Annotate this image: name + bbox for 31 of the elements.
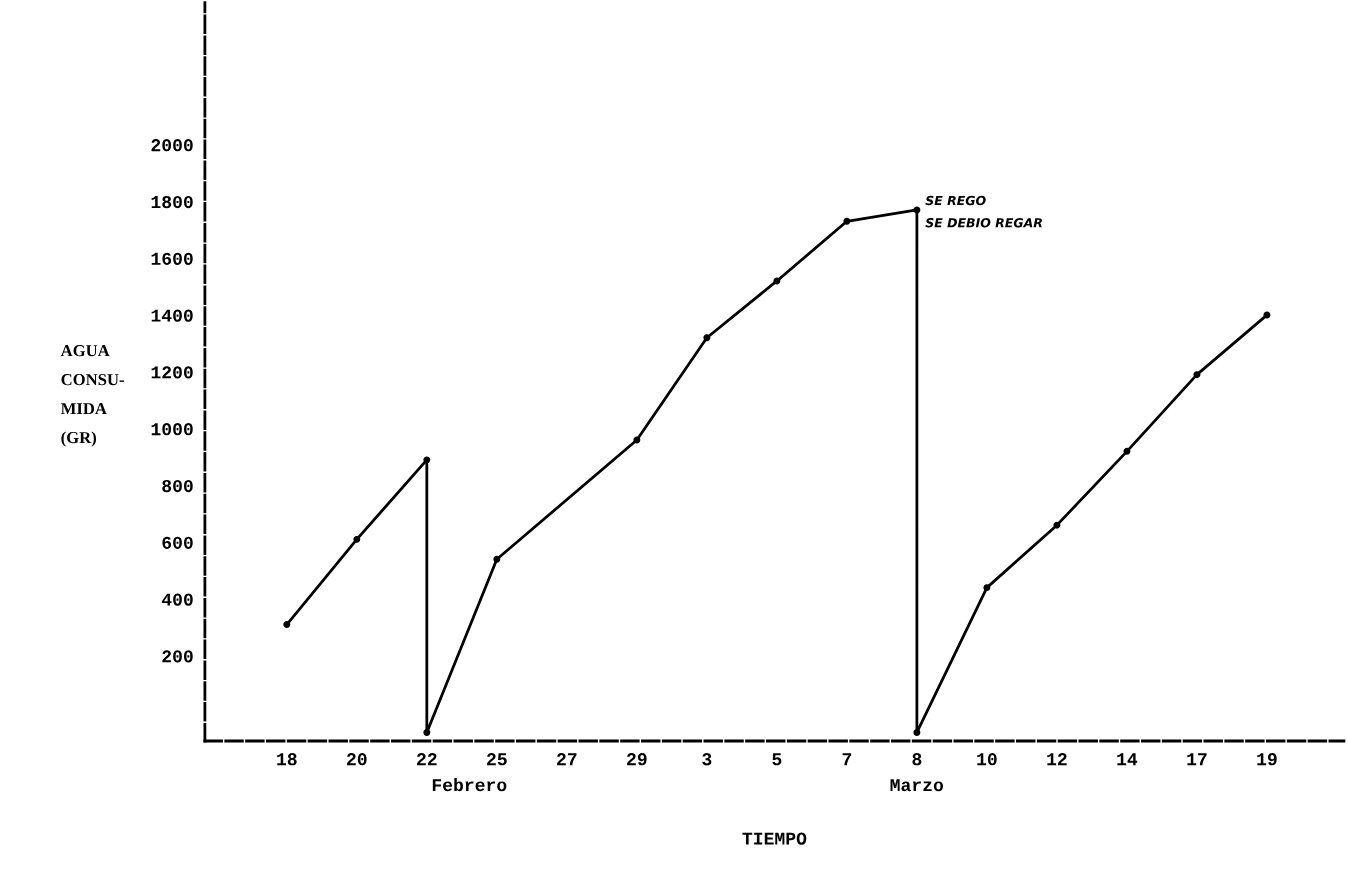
x-axis-title: TIEMPO xyxy=(742,832,807,845)
y-tick-label: 600 xyxy=(162,536,193,549)
x-tick-label: 29 xyxy=(627,753,647,766)
y-axis-title: AGUA CONSU- MIDA (GR) xyxy=(60,345,124,447)
x-tick-label: 17 xyxy=(1187,753,1207,766)
x-tick-label: 19 xyxy=(1257,753,1277,766)
y-tick-label: 1000 xyxy=(151,423,193,436)
x-tick-label: 25 xyxy=(487,753,507,766)
y-tick-label: 1800 xyxy=(151,195,193,209)
y-tick-label: 1400 xyxy=(151,309,193,322)
x-tick-label: 14 xyxy=(1117,753,1138,766)
y-tick-label: 800 xyxy=(162,479,193,493)
x-tick-label: 5 xyxy=(772,753,782,766)
y-tick-label: 1200 xyxy=(151,366,193,379)
text: Marzo xyxy=(890,779,944,792)
y-tick-label: 400 xyxy=(161,593,193,606)
y-tick-label: 1600 xyxy=(151,252,193,265)
x-tick-label: 8 xyxy=(912,753,922,766)
y-tick-label: 200 xyxy=(162,650,193,663)
x-tick-label: 7 xyxy=(842,753,852,766)
y-tick-label: 2000 xyxy=(151,139,193,152)
x-tick-label: 20 xyxy=(347,753,367,766)
annotation: SE REGO xyxy=(925,195,986,206)
x-tick-label: 3 xyxy=(702,753,712,766)
x-tick-label: 18 xyxy=(277,753,297,766)
x-tick-label: 27 xyxy=(557,753,577,766)
x-tick-label: 22 xyxy=(417,753,437,766)
x-tick-label: 12 xyxy=(1047,753,1067,766)
x-tick-label: 10 xyxy=(977,753,997,766)
text: Febrero xyxy=(432,778,507,792)
annotation: SE DEBIO REGAR xyxy=(925,218,1042,228)
